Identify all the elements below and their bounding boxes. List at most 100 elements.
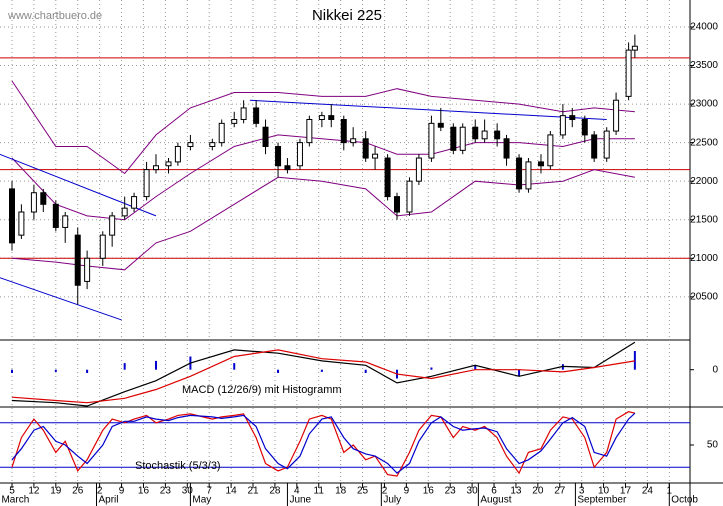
- histogram-bar: [154, 360, 157, 370]
- candle-body: [525, 161, 532, 190]
- histogram-bar: [320, 369, 323, 372]
- bollinger-upper: [11, 80, 635, 175]
- candle-body: [109, 215, 116, 236]
- x-tick-label: 7: [206, 486, 212, 497]
- x-tick-label: 21: [247, 486, 259, 497]
- histogram-bar: [123, 363, 126, 370]
- histogram-bar: [364, 369, 367, 373]
- y-tick-label: 21000: [690, 253, 718, 264]
- y-tick-label: 22000: [690, 176, 718, 187]
- candle-body: [328, 115, 335, 121]
- x-tick-label: 30: [182, 486, 194, 497]
- candle-body: [613, 99, 620, 132]
- y-tick-label: 24000: [690, 22, 718, 33]
- candle-body: [121, 207, 128, 217]
- candle-body: [481, 130, 488, 140]
- candle-body: [165, 161, 172, 167]
- x-tick-label: 30: [467, 486, 479, 497]
- x-tick-label: 16: [138, 486, 150, 497]
- y-tick-label: 21500: [690, 214, 718, 225]
- y-tick-label: 50: [707, 440, 719, 451]
- candle-body: [559, 115, 566, 136]
- x-tick-label: 10: [598, 486, 610, 497]
- candle-body: [152, 165, 159, 171]
- macd-line: [11, 341, 636, 407]
- stoch-label: Stochastik (5/3/3): [135, 460, 221, 472]
- trendline: [0, 153, 157, 217]
- candle-body: [415, 157, 422, 182]
- candle-body: [625, 49, 632, 97]
- candle-body: [218, 122, 225, 144]
- y-tick-label: 23000: [690, 99, 718, 110]
- candle-body: [99, 234, 106, 259]
- x-tick-label: 20: [532, 486, 544, 497]
- candle-body: [306, 119, 313, 144]
- candle-body: [84, 257, 91, 282]
- histogram-bar: [633, 351, 636, 370]
- y-tick-label: 0: [712, 364, 718, 375]
- x-tick-label: 3: [579, 486, 585, 497]
- candle-body: [459, 126, 466, 151]
- x-tick-label: 27: [554, 486, 566, 497]
- x-tick-label: 13: [510, 486, 522, 497]
- candle-body: [296, 142, 303, 167]
- candle-body: [384, 157, 391, 198]
- candle-body: [318, 115, 325, 121]
- y-tick-label: 22500: [690, 137, 718, 148]
- chart-title: Nikkei 225: [312, 7, 382, 24]
- candle-body: [18, 211, 25, 236]
- x-tick-label: 26: [72, 486, 84, 497]
- x-tick-label: 18: [335, 486, 347, 497]
- trendline: [249, 99, 607, 121]
- candle-body: [240, 107, 247, 121]
- source: www.chartbuero.de: [7, 10, 102, 22]
- candle-body: [581, 119, 588, 136]
- candle-body: [503, 138, 510, 159]
- candle-body: [393, 196, 400, 213]
- candle-body: [406, 180, 413, 213]
- candle-body: [275, 145, 282, 167]
- month-label: May: [192, 495, 211, 506]
- candle-body: [143, 169, 150, 198]
- x-tick-label: 23: [445, 486, 457, 497]
- x-tick-label: 1: [667, 486, 673, 497]
- month-label: August: [480, 495, 511, 506]
- histogram-bar: [54, 369, 57, 372]
- signal-line: [11, 349, 635, 404]
- histogram-bar: [86, 369, 89, 373]
- candle-body: [30, 192, 37, 213]
- candle-body: [62, 215, 69, 228]
- x-tick-label: 11: [314, 486, 325, 497]
- histogram-bar: [474, 365, 477, 370]
- candle-body: [428, 122, 435, 159]
- candle-body: [340, 119, 347, 144]
- histogram-bar: [233, 363, 236, 370]
- candle-body: [350, 138, 357, 144]
- candle-body: [40, 192, 47, 205]
- x-tick-label: 25: [357, 486, 369, 497]
- candle-body: [9, 188, 15, 244]
- month-label: July: [383, 495, 401, 506]
- x-tick-label: 4: [294, 486, 300, 497]
- candle-body: [372, 153, 379, 159]
- candle-body: [603, 130, 610, 159]
- candle-body: [362, 138, 369, 159]
- candle-body: [472, 126, 479, 140]
- histogram-bar: [11, 369, 13, 373]
- candle-body: [547, 134, 554, 167]
- candle-body: [569, 115, 576, 121]
- candle-body: [537, 161, 544, 167]
- x-tick-label: 14: [226, 486, 238, 497]
- candle-body: [284, 165, 291, 171]
- trendline: [0, 277, 122, 321]
- histogram-bar: [518, 369, 521, 377]
- month-label: September: [577, 495, 627, 506]
- month-label: Octob: [671, 495, 698, 506]
- x-tick-label: 9: [404, 486, 410, 497]
- stoch-d: [11, 412, 636, 474]
- candle-body: [74, 234, 81, 286]
- candle-body: [52, 203, 59, 228]
- x-tick-label: 17: [620, 486, 632, 497]
